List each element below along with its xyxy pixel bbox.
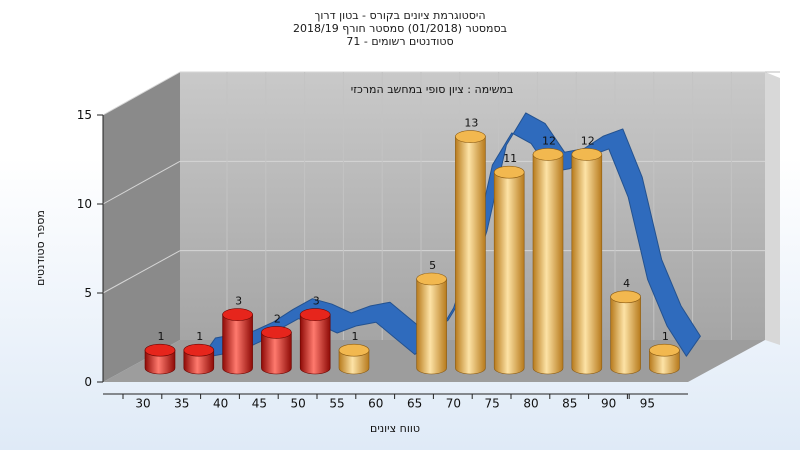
y-axis-label: מספר סטודנטים [34,210,47,286]
bar-top [493,165,525,179]
bar-top [299,308,331,321]
gridline-left [102,71,181,116]
bar-value-label: 1 [352,330,359,343]
chart-title-line-3: סטודנטים רשומים - 71 [346,35,454,48]
bar-80: 12 [532,134,564,375]
x-tick-label: 65 [407,397,422,411]
bar-75: 11 [493,152,525,375]
bar-body [416,278,447,375]
bar-45: 2 [261,312,292,375]
bar-90: 4 [610,277,641,375]
bar-top [222,308,253,321]
bar-value-label: 12 [542,134,556,147]
chart-right-edge [765,72,780,345]
bar-body [532,154,564,375]
chart-left-wall [103,72,180,382]
bar-30: 1 [144,330,176,375]
x-tick-label: 90 [601,397,616,411]
x-tick-label: 35 [174,397,189,411]
bar-top [610,290,641,304]
bar-value-label: 1 [662,330,669,343]
bar-value-label: 4 [623,277,630,290]
bar-value-label: 1 [158,330,165,343]
x-tick-label: 80 [523,397,538,411]
bar-top [416,272,447,286]
bar-body [183,349,215,375]
bar-top [183,343,215,357]
bar-body [610,296,641,375]
bar-body [144,349,176,375]
bar-40: 3 [222,295,253,375]
bar-value-label: 3 [235,295,242,308]
bar-body [261,332,292,375]
x-tick-label: 30 [135,397,150,411]
x-tick-label: 85 [562,397,577,411]
bar-55: 1 [338,330,370,375]
x-tick-label: 55 [329,397,344,411]
gridline-left [102,160,181,205]
bar-value-label: 12 [581,134,595,147]
chart-title-line-1: היסטוגרמת ציונים בקורס - בטון דרוך [314,9,486,22]
bar-body [649,349,680,375]
bar-35: 1 [183,330,215,375]
bar-body [222,314,253,375]
bar-body [455,136,486,375]
bar-value-label: 13 [464,117,478,130]
bar-body [493,171,525,375]
bar-value-label: 1 [196,330,203,343]
x-tick-label: 50 [291,397,306,411]
y-tick-label: 10 [77,197,92,211]
bar-70: 13 [455,117,486,375]
bar-top [532,148,564,161]
y-tick-label: 5 [84,286,92,300]
x-tick-label: 75 [485,397,500,411]
bar-top [144,343,176,357]
bar-top [455,130,486,143]
x-tick-label: 40 [213,397,228,411]
bar-50: 3 [299,295,331,375]
chart-subtitle: במשימה : ציון סופי במחשב המרכזי [351,83,514,96]
x-tick-label: 70 [446,397,461,411]
chart-title-line-2: בסמסטר (01/2018) סמסטר חורף 2018/19 [293,22,507,35]
x-tick-label: 45 [252,397,267,411]
bar-value-label: 11 [503,152,517,165]
bar-body [338,349,370,375]
x-axis-label: טווח ציונים [370,422,420,435]
bar-top [261,326,292,339]
bar-85: 12 [571,134,603,375]
y-tick-label: 0 [84,375,92,389]
x-tick-label: 95 [640,397,655,411]
bar-value-label: 2 [274,312,281,325]
bar-top [338,343,370,357]
bar-top [649,343,680,357]
bar-body [299,314,331,375]
bar-65: 5 [416,259,447,375]
gridline-left [102,250,181,294]
bar-95: 1 [649,330,680,375]
bar-value-label: 5 [429,259,436,272]
bar-value-label: 3 [313,295,320,308]
x-tick-label: 60 [368,397,383,411]
bar-top [571,148,603,161]
y-tick-label: 15 [77,108,92,122]
bar-body [571,154,603,375]
